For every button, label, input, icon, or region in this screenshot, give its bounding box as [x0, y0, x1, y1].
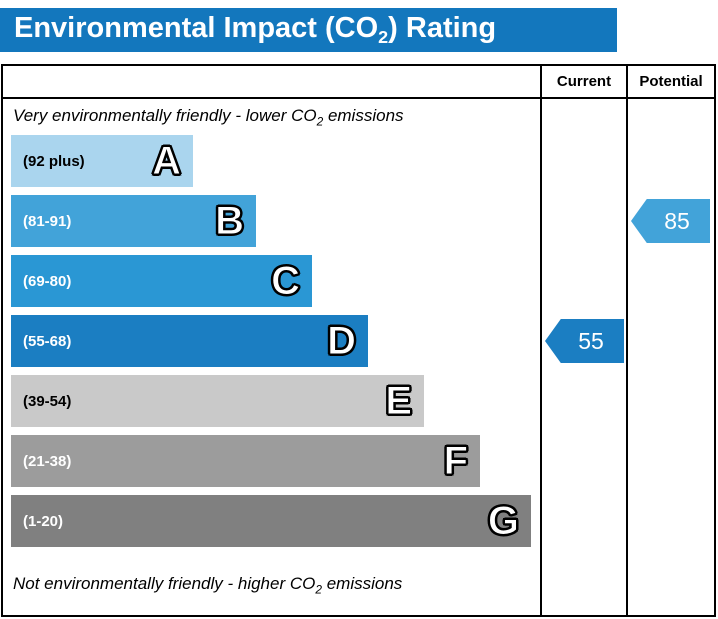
band-letter: C [271, 259, 301, 303]
band-letter: D [327, 319, 357, 363]
potential-rating-arrow: 85 [631, 199, 710, 243]
current-column-header: Current [540, 66, 626, 99]
band-letter: F [443, 439, 468, 483]
band-letter: G [487, 499, 519, 543]
band-b: (81-91) B [11, 195, 256, 247]
caption-bottom-text: Not environmentally friendly - higher CO… [13, 573, 403, 597]
header-spacer [3, 66, 540, 99]
band-range-label: (81-91) [23, 212, 72, 230]
band-letter: B [215, 199, 245, 243]
current-rating-arrow: 55 [545, 319, 624, 363]
page-title: Environmental Impact (CO2) Rating [14, 11, 497, 48]
current-column: 55 [540, 99, 626, 615]
band-range-label: (69-80) [23, 272, 72, 290]
current-rating-arrow-value: 55 [578, 327, 604, 354]
band-letter: E [385, 379, 413, 423]
band-range-label: (92 plus) [23, 152, 85, 170]
band-range-label: (21-38) [23, 452, 72, 470]
chart-title-bar: Environmental Impact (CO2) Rating [0, 8, 617, 52]
potential-column-header: Potential [626, 66, 714, 99]
caption-bottom: Not environmentally friendly - higher CO… [3, 555, 540, 615]
bands-area: Very environmentally friendly - lower CO… [3, 99, 540, 615]
potential-column: 85 [626, 99, 714, 615]
band-letter: A [152, 139, 182, 183]
band-c: (69-80) C [11, 255, 312, 307]
caption-top: Very environmentally friendly - lower CO… [3, 99, 540, 135]
band-g: (1-20) G [11, 495, 531, 547]
band-range-label: (39-54) [23, 392, 72, 410]
band-list: (92 plus) A (81-91) B (69-80) C (55-68) D (39-54… [3, 135, 540, 555]
band-e: (39-54) E [11, 375, 424, 427]
band-d: (55-68) D [11, 315, 368, 367]
band-range-label: (55-68) [23, 332, 72, 350]
caption-top-text: Very environmentally friendly - lower CO… [13, 105, 404, 129]
band-range-label: (1-20) [23, 512, 64, 530]
band-a: (92 plus) A [11, 135, 193, 187]
rating-chart: Current Potential Very environmentally f… [1, 64, 716, 617]
potential-rating-arrow-value: 85 [664, 207, 690, 234]
band-f: (21-38) F [11, 435, 480, 487]
rating-grid: Current Potential Very environmentally f… [3, 66, 714, 615]
